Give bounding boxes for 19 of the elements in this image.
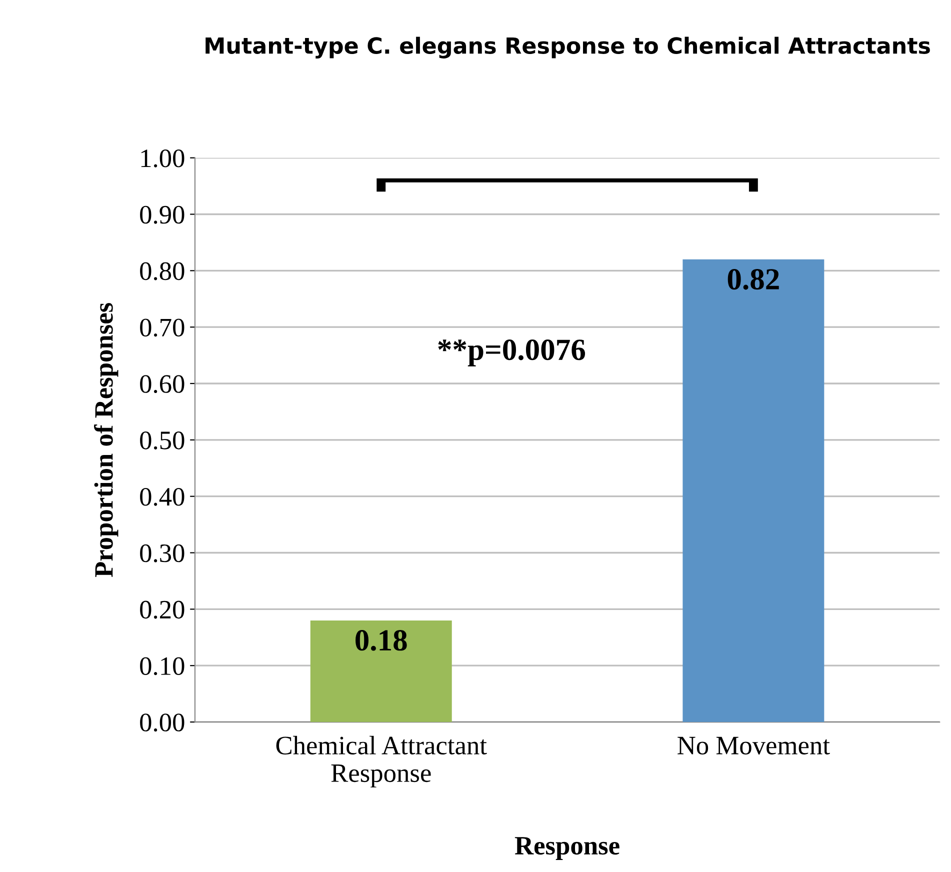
- y-tick-label: 0.50: [140, 432, 184, 450]
- chart-title: Mutant-type C. elegans Response to Chemical Attractants: [206, 36, 930, 58]
- y-tick-label: 0.70: [140, 318, 184, 337]
- x-tick-label: No Movement: [678, 736, 830, 754]
- y-tick-label: 1.00: [141, 149, 184, 168]
- y-tick-label: 0.90: [140, 206, 184, 224]
- data-label: 0.82: [728, 268, 779, 290]
- y-tick-label: 0.20: [140, 600, 184, 619]
- y-tick-label: 0.40: [140, 488, 184, 506]
- x-tick-label: Chemical Attractant Response: [276, 736, 487, 788]
- data-label: 0.18: [356, 630, 407, 651]
- y-tick-label: 0.30: [140, 544, 184, 562]
- x-axis-title: Response: [514, 837, 620, 860]
- y-tick-label: 0.00: [140, 714, 184, 732]
- annotation: **p=0.0076: [438, 340, 586, 366]
- y-tick-label: 0.10: [140, 657, 184, 676]
- y-tick-label: 0.80: [140, 262, 184, 280]
- y-tick-label: 0.60: [140, 375, 184, 394]
- y-axis-title: Proportion of Responses: [94, 302, 118, 578]
